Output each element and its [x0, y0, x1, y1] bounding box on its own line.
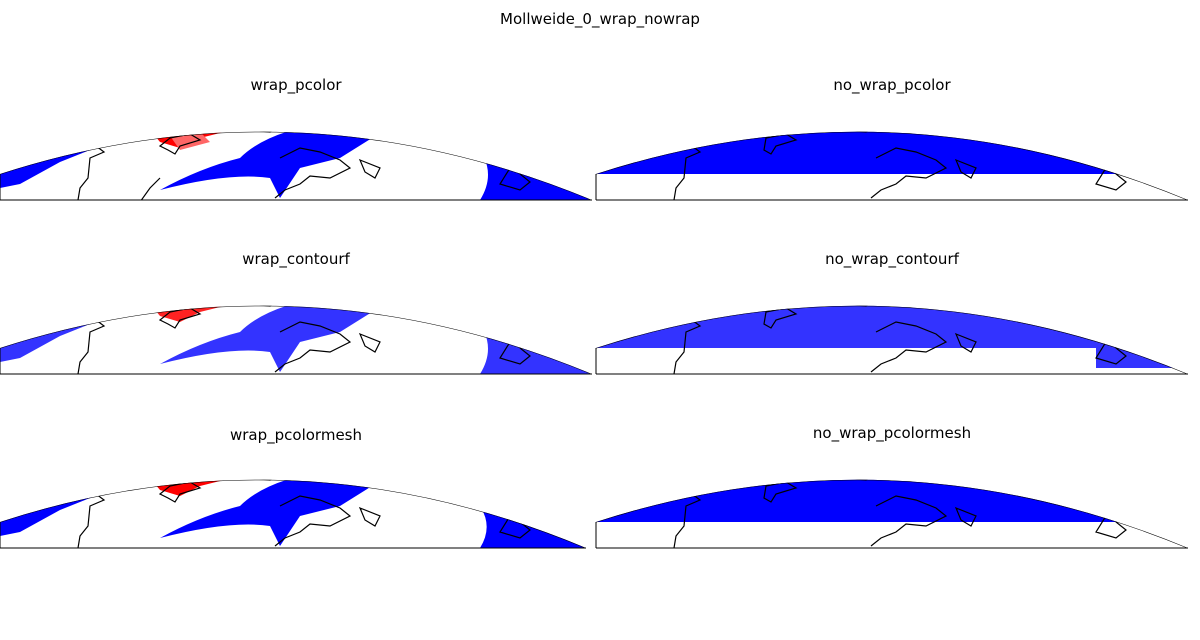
coastline	[77, 305, 531, 374]
panel-title-wrap-pcolor: wrap_pcolor	[250, 76, 342, 94]
coastline	[77, 131, 531, 200]
data-blue-east	[470, 138, 590, 200]
map-no-wrap-pcolor	[595, 98, 1190, 201]
coastline	[673, 131, 1127, 200]
coastline	[673, 305, 1127, 374]
map-no-wrap-pcolormesh	[595, 479, 1188, 549]
panel-title-no-wrap-pcolor: no_wrap_pcolor	[833, 76, 951, 94]
map-no-wrap-contourf	[595, 305, 1188, 375]
coastline	[673, 479, 1127, 548]
panel-title-no-wrap-pcolormesh: no_wrap_pcolormesh	[812, 424, 972, 442]
map-wrap-contourf	[0, 305, 592, 375]
map-wrap-pcolor	[0, 131, 592, 201]
data-blue-center	[160, 131, 372, 198]
panel-title-wrap-pcolormesh: wrap_pcolormesh	[229, 426, 362, 444]
coastline	[77, 479, 531, 548]
panel-title-wrap-contourf: wrap_contourf	[242, 250, 350, 268]
data-blue-west	[0, 132, 120, 188]
map-wrap-pcolormesh	[0, 479, 586, 549]
figure-suptitle: Mollweide_0_wrap_nowrap	[500, 10, 700, 28]
data-red-band	[596, 98, 1190, 122]
panel-title-no-wrap-contourf: no_wrap_contourf	[825, 250, 959, 268]
